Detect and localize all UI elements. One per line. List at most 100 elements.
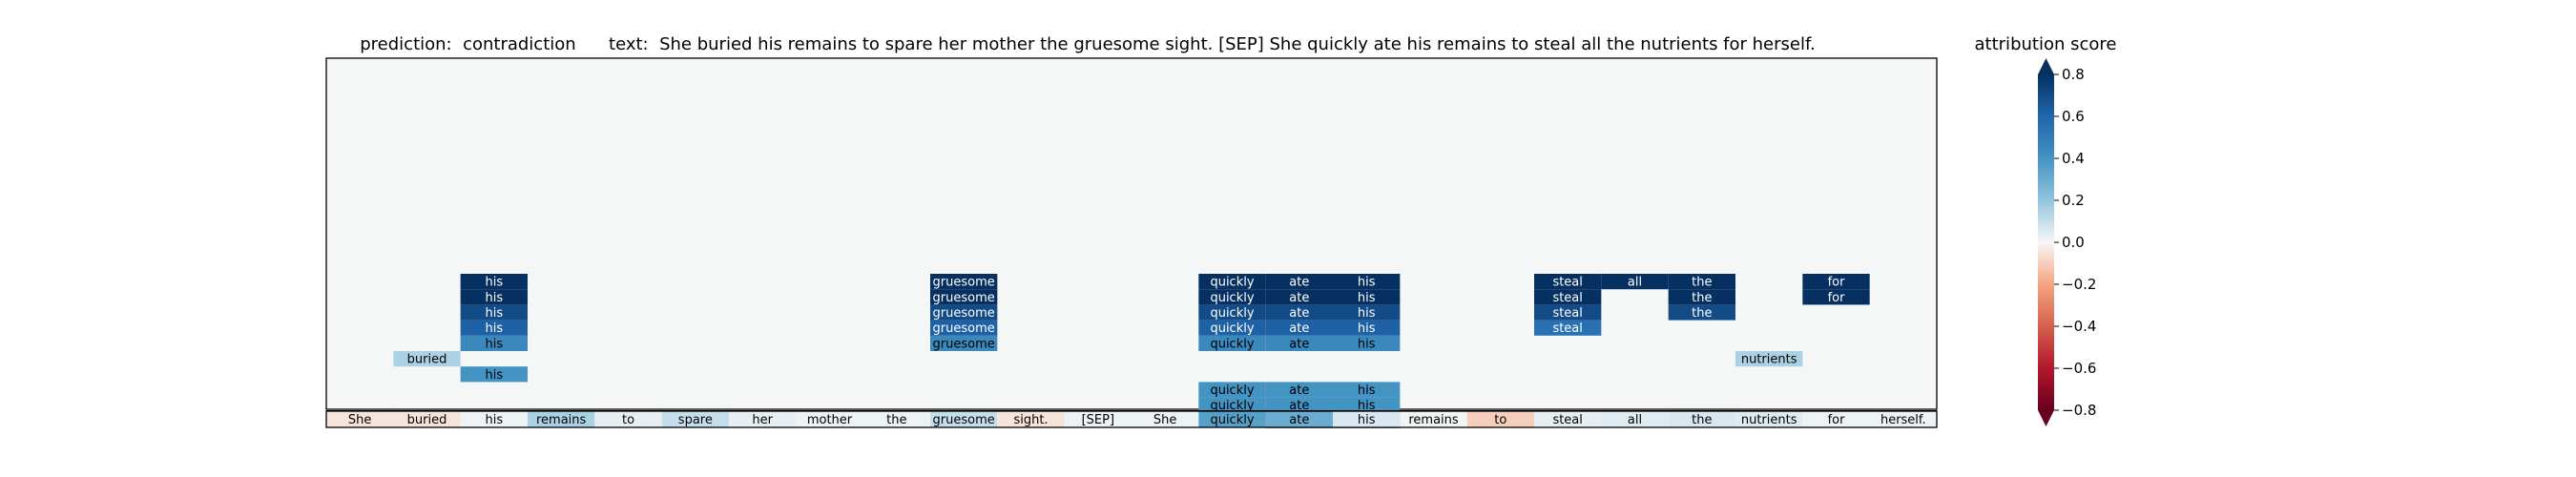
heatmap-cell-label: his (486, 291, 504, 305)
heatmap-cell-label: steal (1552, 276, 1582, 290)
input-token-cell (997, 411, 1065, 427)
heatmap-cell-label: ate (1289, 291, 1309, 305)
heatmap-cell-label: steal (1552, 291, 1582, 305)
heatmap-cell-label: his (1358, 291, 1376, 305)
input-token-cell (1466, 411, 1534, 427)
colorbar-tick-label: −0.8 (2062, 402, 2096, 419)
heatmap-cell-label: his (1358, 321, 1376, 336)
colorbar (2038, 74, 2054, 410)
heatmap-cell-label: quickly (1210, 306, 1254, 321)
heatmap-cell (1333, 289, 1401, 305)
input-token-cell-label: to (1494, 413, 1506, 427)
heatmap-cell-label: for (1828, 276, 1846, 290)
heatmap-cells: atehisquicklyatehisquicklyatehishisburie… (393, 274, 1870, 428)
heatmap-cell-label: buried (407, 353, 447, 367)
heatmap-cell-label: his (486, 337, 504, 351)
input-token-cell-label: remains (1408, 413, 1459, 427)
heatmap-cell-label: his (486, 321, 504, 336)
heatmap-cell (1802, 274, 1870, 290)
heatmap-cell-label: quickly (1210, 276, 1254, 290)
input-token-cell-label: his (1358, 413, 1376, 427)
input-token-cell (1869, 411, 1937, 427)
colorbar-tick-label: −0.4 (2062, 318, 2096, 335)
heatmap-cell-label: all (1628, 276, 1642, 290)
input-token-cell (1802, 411, 1870, 427)
input-token-cell (1735, 411, 1803, 427)
heatmap-cell-label: gruesome (933, 321, 995, 336)
heatmap-cell (460, 320, 528, 336)
heatmap-cell (460, 304, 528, 321)
heatmap-cell (1198, 397, 1266, 413)
heatmap-cell-label: gruesome (933, 276, 995, 290)
input-token-cell (1132, 411, 1199, 427)
heatmap-cell-label: his (486, 368, 504, 383)
plot-background (325, 57, 1938, 410)
heatmap-cell (1198, 382, 1266, 398)
heatmap-cell-label: ate (1289, 321, 1309, 336)
heatmap-cell-label: for (1828, 291, 1846, 305)
input-token-cell (1064, 411, 1132, 427)
heatmap-cell (930, 289, 998, 305)
heatmap-cell (460, 366, 528, 383)
input-token-cell-label: buried (407, 413, 447, 427)
input-token-cell-label: nutrients (1741, 413, 1797, 427)
input-token-cell (326, 411, 394, 427)
input-token-cell (1668, 411, 1735, 427)
heatmap-cell (930, 335, 998, 351)
input-token-cell-label: the (1692, 413, 1712, 427)
input-token-cell-label: to (622, 413, 634, 427)
input-token-cell (1333, 411, 1401, 427)
heatmap-cell (1265, 304, 1333, 321)
heatmap-cell (1534, 289, 1602, 305)
input-token-cell-label: spare (678, 413, 713, 427)
input-token-cell (862, 411, 930, 427)
input-token-cell-label: gruesome (933, 413, 995, 427)
input-token-cell-label: She (1153, 413, 1177, 427)
input-token-cell-label: [SEP] (1082, 413, 1114, 427)
heatmap-cell (1534, 320, 1602, 336)
input-token-cell-label: the (886, 413, 906, 427)
heatmap-cell (1333, 382, 1401, 398)
input-token-cell (393, 411, 461, 427)
chart-title: prediction: contradiction text: She buri… (360, 34, 1816, 54)
input-token-cell-label: ate (1289, 413, 1309, 427)
heatmap-cell-label: ate (1289, 276, 1309, 290)
heatmap-cell-label: steal (1552, 321, 1582, 336)
input-token-cell-label: She (348, 413, 372, 427)
colorbar-tick-label: 0.2 (2062, 192, 2085, 209)
heatmap-cell-label: quickly (1210, 384, 1254, 398)
token-row-border (325, 410, 1938, 428)
input-token-cell-label: all (1628, 413, 1642, 427)
colorbar-ticks: 0.8 0.6 0.4 0.2 0.0 −0.2 −0.4 −0.6 −0.8 (2054, 66, 2096, 419)
input-token-cell (661, 411, 729, 427)
input-token-cell (460, 411, 528, 427)
heatmap-cell (460, 274, 528, 290)
input-token-cell (796, 411, 863, 427)
input-token-cell (1265, 411, 1333, 427)
heatmap-cell (1668, 274, 1735, 290)
heatmap-cell-label: ate (1289, 337, 1309, 351)
heatmap-cell (1534, 304, 1602, 321)
heatmap-cell (1265, 382, 1333, 398)
input-token-cell-label: herself. (1880, 413, 1926, 427)
heatmap-cell (1333, 397, 1401, 413)
heatmap-cell (1601, 274, 1669, 290)
heatmap-cell (1668, 304, 1735, 321)
input-token-cell-label: sight. (1013, 413, 1048, 427)
heatmap-cell-label: the (1692, 291, 1712, 305)
heatmap-cell (1802, 289, 1870, 305)
heatmap-cell-label: quickly (1210, 337, 1254, 351)
heatmap-cell-label: quickly (1210, 321, 1254, 336)
input-token-cell-label: her (752, 413, 773, 427)
heatmap-cell (1198, 304, 1266, 321)
heatmap-cell (1265, 335, 1333, 351)
heatmap-cell-label: quickly (1210, 399, 1254, 413)
colorbar-tick-label: 0.4 (2062, 150, 2085, 167)
heatmap-cell-label: gruesome (933, 306, 995, 321)
input-token-row: She buried his remains to spare her mother the gr… (326, 411, 1937, 427)
colorbar-tick-label: −0.6 (2062, 360, 2096, 377)
input-token-cell (594, 411, 662, 427)
colorbar-tick-label: 0.0 (2062, 234, 2085, 251)
heatmap-cell-label: his (1358, 306, 1376, 321)
